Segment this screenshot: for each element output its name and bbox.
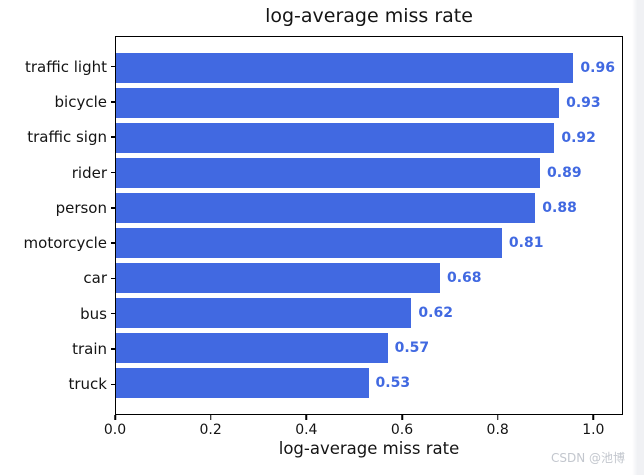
bar-row: 0.88 — [116, 190, 622, 225]
y-label-row: truck — [0, 367, 115, 402]
y-tick-mark — [111, 242, 115, 244]
y-tick-label: truck — [68, 375, 108, 394]
bar-value-label: 0.88 — [542, 199, 577, 216]
bar-bus — [116, 298, 412, 329]
x-tick-label: 1.0 — [582, 422, 605, 438]
x-axis-label: log-average miss rate — [278, 439, 460, 458]
bar-train — [116, 333, 388, 364]
y-tick-label: bus — [80, 304, 107, 323]
bar-row: 0.62 — [116, 296, 622, 331]
bar-traffic-light — [116, 52, 574, 83]
x-tick-label: 0.2 — [199, 422, 222, 438]
y-tick-mark — [111, 312, 115, 315]
bar-bicycle — [116, 87, 560, 118]
y-label-row: motorcycle — [0, 225, 115, 260]
bar-row: 0.96 — [116, 50, 622, 85]
y-tick-mark — [111, 207, 115, 209]
y-tick-mark — [111, 101, 115, 103]
plot-area: 0.96 0.93 0.92 0.89 0.88 0.81 0.68 0.62 0.57 0.53 — [115, 36, 623, 415]
y-tick-label: car — [83, 269, 107, 288]
y-tick-mark — [111, 171, 115, 174]
y-label-row: traffic sign — [0, 120, 115, 155]
bar-value-label: 0.62 — [418, 305, 453, 322]
page-background-strip — [632, 0, 644, 475]
bar-row: 0.57 — [116, 331, 622, 366]
x-axis: 0.0 0.2 0.4 0.6 0.8 1.0 — [104, 415, 623, 457]
x-tick-mark — [305, 415, 308, 420]
y-label-row: bus — [0, 296, 115, 331]
y-tick-label: traffic light — [24, 57, 107, 76]
x-tick-label: 0.6 — [390, 422, 414, 438]
bar-value-label: 0.89 — [547, 164, 582, 181]
y-tick-label: traffic sign — [27, 128, 107, 147]
bar-row: 0.92 — [116, 120, 622, 155]
bar-rider — [116, 157, 541, 188]
bar-value-label: 0.81 — [508, 235, 544, 252]
y-label-row: traffic light — [0, 49, 115, 84]
watermark: CSDN @池博 — [550, 451, 625, 465]
y-tick-label: motorcycle — [23, 234, 107, 253]
bar-value-label: 0.92 — [561, 129, 596, 146]
bar-car — [116, 263, 440, 294]
x-tick-mark — [114, 415, 116, 420]
x-tick-label: 0.0 — [103, 422, 127, 438]
bar-value-label: 0.53 — [375, 375, 411, 392]
bar-truck — [116, 368, 369, 399]
bar-traffic-sign — [116, 122, 555, 153]
y-tick-mark — [111, 277, 115, 280]
y-label-row: train — [0, 331, 115, 366]
bar-row: 0.81 — [116, 225, 622, 260]
bar-value-label: 0.57 — [394, 340, 430, 357]
y-tick-mark — [111, 65, 115, 68]
y-tick-label: rider — [71, 163, 107, 182]
x-tick-label: 0.8 — [486, 422, 509, 438]
bar-person — [116, 192, 536, 223]
x-tick-mark — [496, 415, 499, 420]
x-tick-mark — [209, 415, 212, 420]
y-axis-labels: traffic light bicycle traffic sign rider per… — [0, 36, 115, 415]
bar-row: 0.68 — [116, 261, 622, 296]
bar-row: 0.89 — [116, 155, 622, 190]
y-tick-label: person — [55, 198, 107, 217]
bar-value-label: 0.96 — [580, 59, 615, 76]
y-label-row: person — [0, 190, 115, 225]
bar-row: 0.53 — [116, 366, 622, 401]
y-label-row: bicycle — [0, 84, 115, 119]
y-tick-label: bicycle — [54, 92, 107, 111]
bar-row: 0.93 — [116, 85, 622, 120]
y-tick-mark — [111, 348, 115, 350]
y-tick-mark — [111, 383, 115, 386]
chart-title: log-average miss rate — [265, 5, 473, 27]
x-tick-label: 0.4 — [295, 422, 318, 438]
y-tick-label: train — [72, 340, 107, 359]
bar-value-label: 0.68 — [446, 270, 482, 287]
x-tick-mark — [592, 415, 595, 420]
y-label-row: rider — [0, 155, 115, 190]
y-tick-mark — [111, 136, 115, 138]
bar-motorcycle — [116, 228, 502, 259]
y-label-row: car — [0, 261, 115, 296]
bar-value-label: 0.93 — [566, 94, 601, 111]
x-tick-mark — [401, 415, 403, 420]
